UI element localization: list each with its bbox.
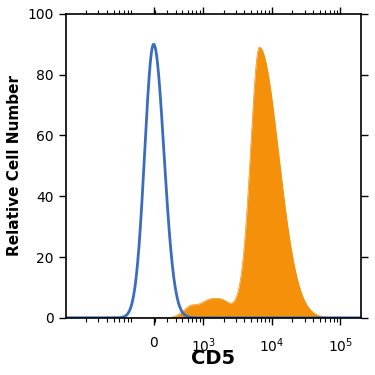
Text: $10^4$: $10^4$ [259, 336, 285, 355]
X-axis label: CD5: CD5 [191, 349, 236, 368]
Y-axis label: Relative Cell Number: Relative Cell Number [7, 75, 22, 256]
Text: $10^5$: $10^5$ [328, 336, 353, 355]
Text: 0: 0 [149, 336, 158, 350]
Text: $10^3$: $10^3$ [190, 336, 216, 355]
